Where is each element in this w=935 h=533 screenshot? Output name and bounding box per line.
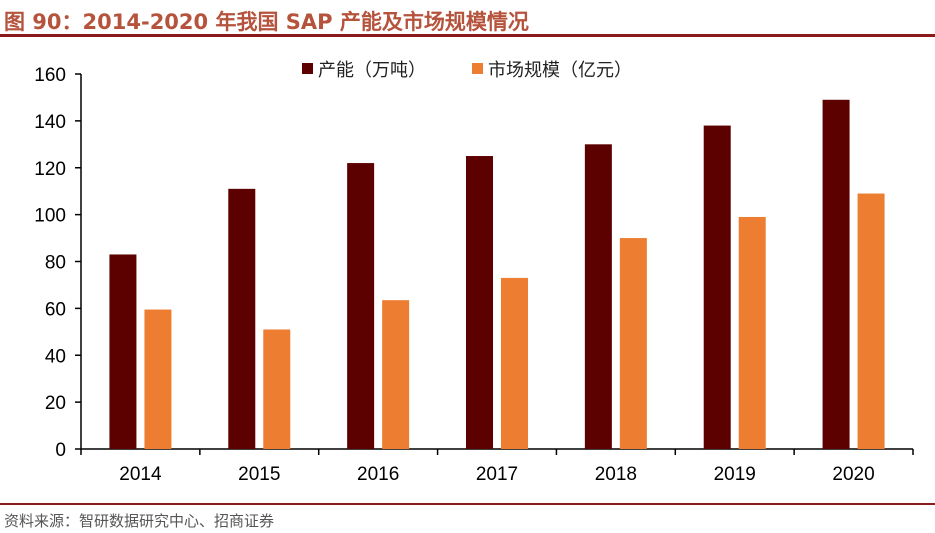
bar-market-2014 (144, 309, 172, 449)
bar-capacity-2017 (466, 156, 493, 449)
x-tick-label: 2016 (357, 464, 399, 485)
title-divider (0, 34, 935, 37)
x-tick-label: 2019 (714, 464, 756, 485)
source-note: 资料来源：智研数据研究中心、招商证券 (4, 512, 275, 530)
bar-market-2016 (382, 300, 410, 449)
bar-capacity-2014 (109, 254, 137, 449)
bar-capacity-2019 (703, 125, 731, 449)
y-tick-label: 140 (34, 112, 66, 133)
bar-capacity-2016 (347, 163, 375, 449)
y-tick-label: 20 (45, 393, 66, 414)
bar-market-2019 (738, 216, 766, 449)
y-tick-label: 100 (34, 206, 66, 227)
x-tick-label: 2020 (832, 464, 874, 485)
y-tick-label: 80 (45, 253, 66, 274)
x-tick-label: 2017 (476, 464, 518, 485)
x-tick-label: 2018 (595, 464, 637, 485)
bar-capacity-2020 (822, 99, 850, 449)
y-tick-label: 60 (45, 299, 66, 320)
legend-swatch (302, 63, 313, 74)
y-tick-label: 40 (45, 346, 66, 367)
x-tick-label: 2014 (119, 464, 162, 485)
y-tick-label: 120 (34, 159, 66, 180)
bar-capacity-2018 (584, 144, 612, 449)
bar-market-2015 (263, 329, 291, 449)
y-tick-label: 160 (34, 65, 66, 86)
bar-market-2017 (501, 277, 528, 449)
legend-swatch (472, 63, 483, 74)
chart-title: 图 90：2014-2020 年我国 SAP 产能及市场规模情况 (4, 10, 529, 34)
bar-market-2020 (857, 193, 885, 449)
bar-market-2018 (619, 238, 647, 449)
legend-label: 市场规模（亿元） (488, 60, 632, 81)
footer-divider (0, 503, 935, 505)
legend-label: 产能（万吨） (318, 60, 426, 81)
y-tick-label: 0 (55, 440, 66, 461)
bar-capacity-2015 (228, 188, 256, 449)
x-tick-label: 2015 (238, 464, 280, 485)
